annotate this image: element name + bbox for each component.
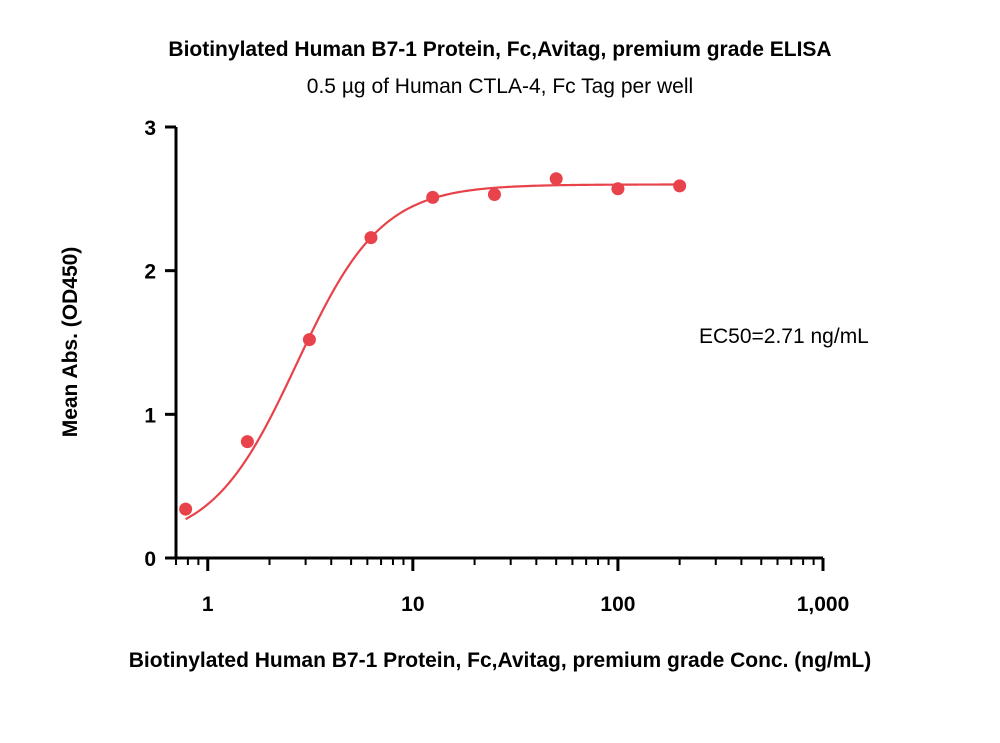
fit-curve: [185, 183, 680, 521]
data-point: [549, 172, 563, 186]
data-point: [487, 188, 501, 202]
data-point: [611, 182, 625, 196]
data-point: [302, 333, 316, 347]
x-tick-label: 1,000: [797, 593, 850, 616]
x-tick-label: 10: [401, 593, 424, 616]
chart-subtitle: 0.5 µg of Human CTLA-4, Fc Tag per well: [307, 75, 693, 98]
y-tick-label: 1: [144, 404, 156, 427]
data-point: [364, 231, 378, 245]
y-tick-label: 3: [144, 117, 156, 140]
y-tick-label: 0: [144, 548, 156, 571]
chart-title: Biotinylated Human B7-1 Protein, Fc,Avit…: [168, 38, 831, 61]
data-point: [673, 179, 687, 193]
x-ticks: 1 10 100 1,000: [175, 558, 850, 616]
y-axis-label: Mean Abs. (OD450): [59, 247, 82, 438]
x-tick-label: 1: [202, 593, 214, 616]
fit-curves: [185, 183, 680, 521]
x-tick-label: 100: [600, 593, 635, 616]
x-axis-label: Biotinylated Human B7-1 Protein, Fc,Avit…: [129, 649, 871, 672]
y-tick-label: 2: [144, 261, 156, 284]
y-ticks: 0 1 2 3: [144, 117, 176, 571]
data-point: [240, 435, 254, 449]
data-point: [426, 190, 440, 204]
data-point: [179, 502, 193, 516]
ec50-annotation: EC50=2.71 ng/mL: [699, 325, 869, 348]
data-points: [179, 172, 687, 516]
